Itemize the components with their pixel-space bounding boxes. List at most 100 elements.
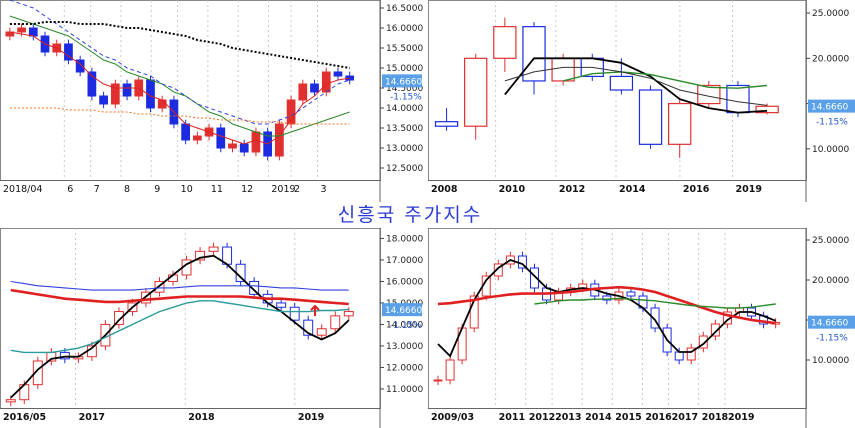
y-tick-label: 13.5000 <box>386 124 423 134</box>
series-line-ma-teal <box>10 300 349 354</box>
series-line-ma-green <box>562 71 768 89</box>
candle-body <box>75 59 85 73</box>
y-tick-label: 12.5000 <box>386 164 423 174</box>
y-tick-label: 18.0000 <box>386 234 423 244</box>
x-tick-label: 2008 <box>431 184 458 195</box>
candle-body <box>32 360 43 386</box>
candle-body <box>228 143 237 149</box>
x-tick-label: 2017 <box>79 412 105 423</box>
x-tick-label: 6 <box>67 184 73 195</box>
y-tick-label: 14.5000 <box>386 84 423 94</box>
series-line-ma-gray <box>504 66 768 106</box>
series-line-ma-short-red <box>9 31 350 145</box>
candle-body <box>551 57 575 82</box>
x-tick-label: 2015 <box>615 412 641 423</box>
candle-body <box>113 311 124 325</box>
candle-body <box>87 71 97 97</box>
x-tick-label: 7 <box>94 184 100 195</box>
candle-body <box>469 295 479 329</box>
y-tick-label: 14.0000 <box>386 320 423 330</box>
y-tick-label: 13.0000 <box>386 144 423 154</box>
price-badge-label: 14.6660 <box>385 77 422 87</box>
candle-body <box>755 105 779 114</box>
x-tick-label: 11 <box>211 184 223 195</box>
series-line-ma-black-dot <box>9 21 350 69</box>
x-tick-label: 2016/05 <box>3 412 46 423</box>
x-tick-label: 3 <box>321 184 327 195</box>
candle-body <box>249 280 260 295</box>
candle-body <box>216 127 226 149</box>
candle-body <box>310 83 319 93</box>
price-badge-label: 14.6660 <box>811 103 848 113</box>
y-tick-label: 20.0000 <box>812 54 849 64</box>
y-tick-label: 10.0000 <box>812 145 849 155</box>
candle-body <box>192 135 202 141</box>
price-badge <box>382 74 422 88</box>
price-badge <box>808 315 855 329</box>
candle-body <box>333 71 343 77</box>
change-pct-label: -1.15% <box>390 321 422 331</box>
candle-body <box>726 84 750 114</box>
x-tick-label: 2019 <box>298 412 324 423</box>
candle-body <box>289 306 300 321</box>
candle-body <box>239 143 249 153</box>
candle-body <box>275 123 284 157</box>
candle-body <box>5 399 16 403</box>
series-line-ma-red <box>10 288 349 306</box>
x-tick-label: 10 <box>181 184 193 195</box>
candle-body <box>445 359 455 381</box>
candle-body <box>433 379 443 382</box>
x-tick-label: 8 <box>124 184 130 195</box>
x-tick-label: 2019 <box>736 184 762 195</box>
series-line-ma-blue-dash <box>9 0 350 125</box>
x-tick-label: 2009/03 <box>431 412 474 423</box>
series-line-ma-mid-green <box>9 15 350 137</box>
candle-body <box>316 328 327 336</box>
candle-body <box>686 347 696 361</box>
series-line-ma-black <box>437 259 777 358</box>
candle-body <box>434 121 459 127</box>
x-tick-label: 2018 <box>188 412 215 423</box>
x-tick-label: 2018 <box>702 412 729 423</box>
candle-body <box>5 31 15 37</box>
candle-body <box>276 302 287 308</box>
candle-body <box>157 99 167 109</box>
y-tick-label: 16.5000 <box>386 4 423 14</box>
x-tick-label: 2010 <box>499 184 526 195</box>
change-pct-label: -1.15% <box>816 118 848 128</box>
candle-body <box>602 295 612 301</box>
candle-body <box>303 319 314 336</box>
page-title: 신흥국 주가지수 <box>337 204 483 226</box>
candle-body <box>609 75 634 91</box>
candle-body <box>17 27 26 33</box>
price-badge <box>808 99 855 113</box>
y-tick-label: 14.0000 <box>386 104 423 114</box>
candle-body <box>638 89 663 145</box>
y-tick-label: 13.0000 <box>386 342 423 352</box>
candle-body <box>321 71 331 93</box>
x-tick-label: 2018/04 <box>3 184 42 195</box>
x-tick-label: 2019 <box>728 412 754 423</box>
candle-body <box>493 263 503 277</box>
x-tick-label: 2014 <box>585 412 612 423</box>
x-tick-label: 2017 <box>672 412 698 423</box>
price-badge <box>382 303 422 317</box>
price-badge-label: 14.6660 <box>811 319 848 329</box>
candle-body <box>235 263 246 282</box>
x-tick-label: 2012 <box>529 412 555 423</box>
x-tick-label: 2012 <box>559 184 585 195</box>
y-tick-label: 25.0000 <box>812 236 849 246</box>
y-tick-label: 15.0000 <box>386 64 423 74</box>
candle-body <box>208 246 219 252</box>
series-line-ma-blue <box>10 280 349 291</box>
candle-body <box>298 83 308 101</box>
x-tick-label: 2013 <box>555 412 581 423</box>
candle-body <box>674 351 684 361</box>
x-tick-label: 2014 <box>619 184 646 195</box>
candle-body <box>64 43 73 61</box>
y-tick-label: 25.0000 <box>812 9 849 19</box>
x-tick-label: 2011 <box>499 412 525 423</box>
x-tick-label: 9 <box>154 184 160 195</box>
